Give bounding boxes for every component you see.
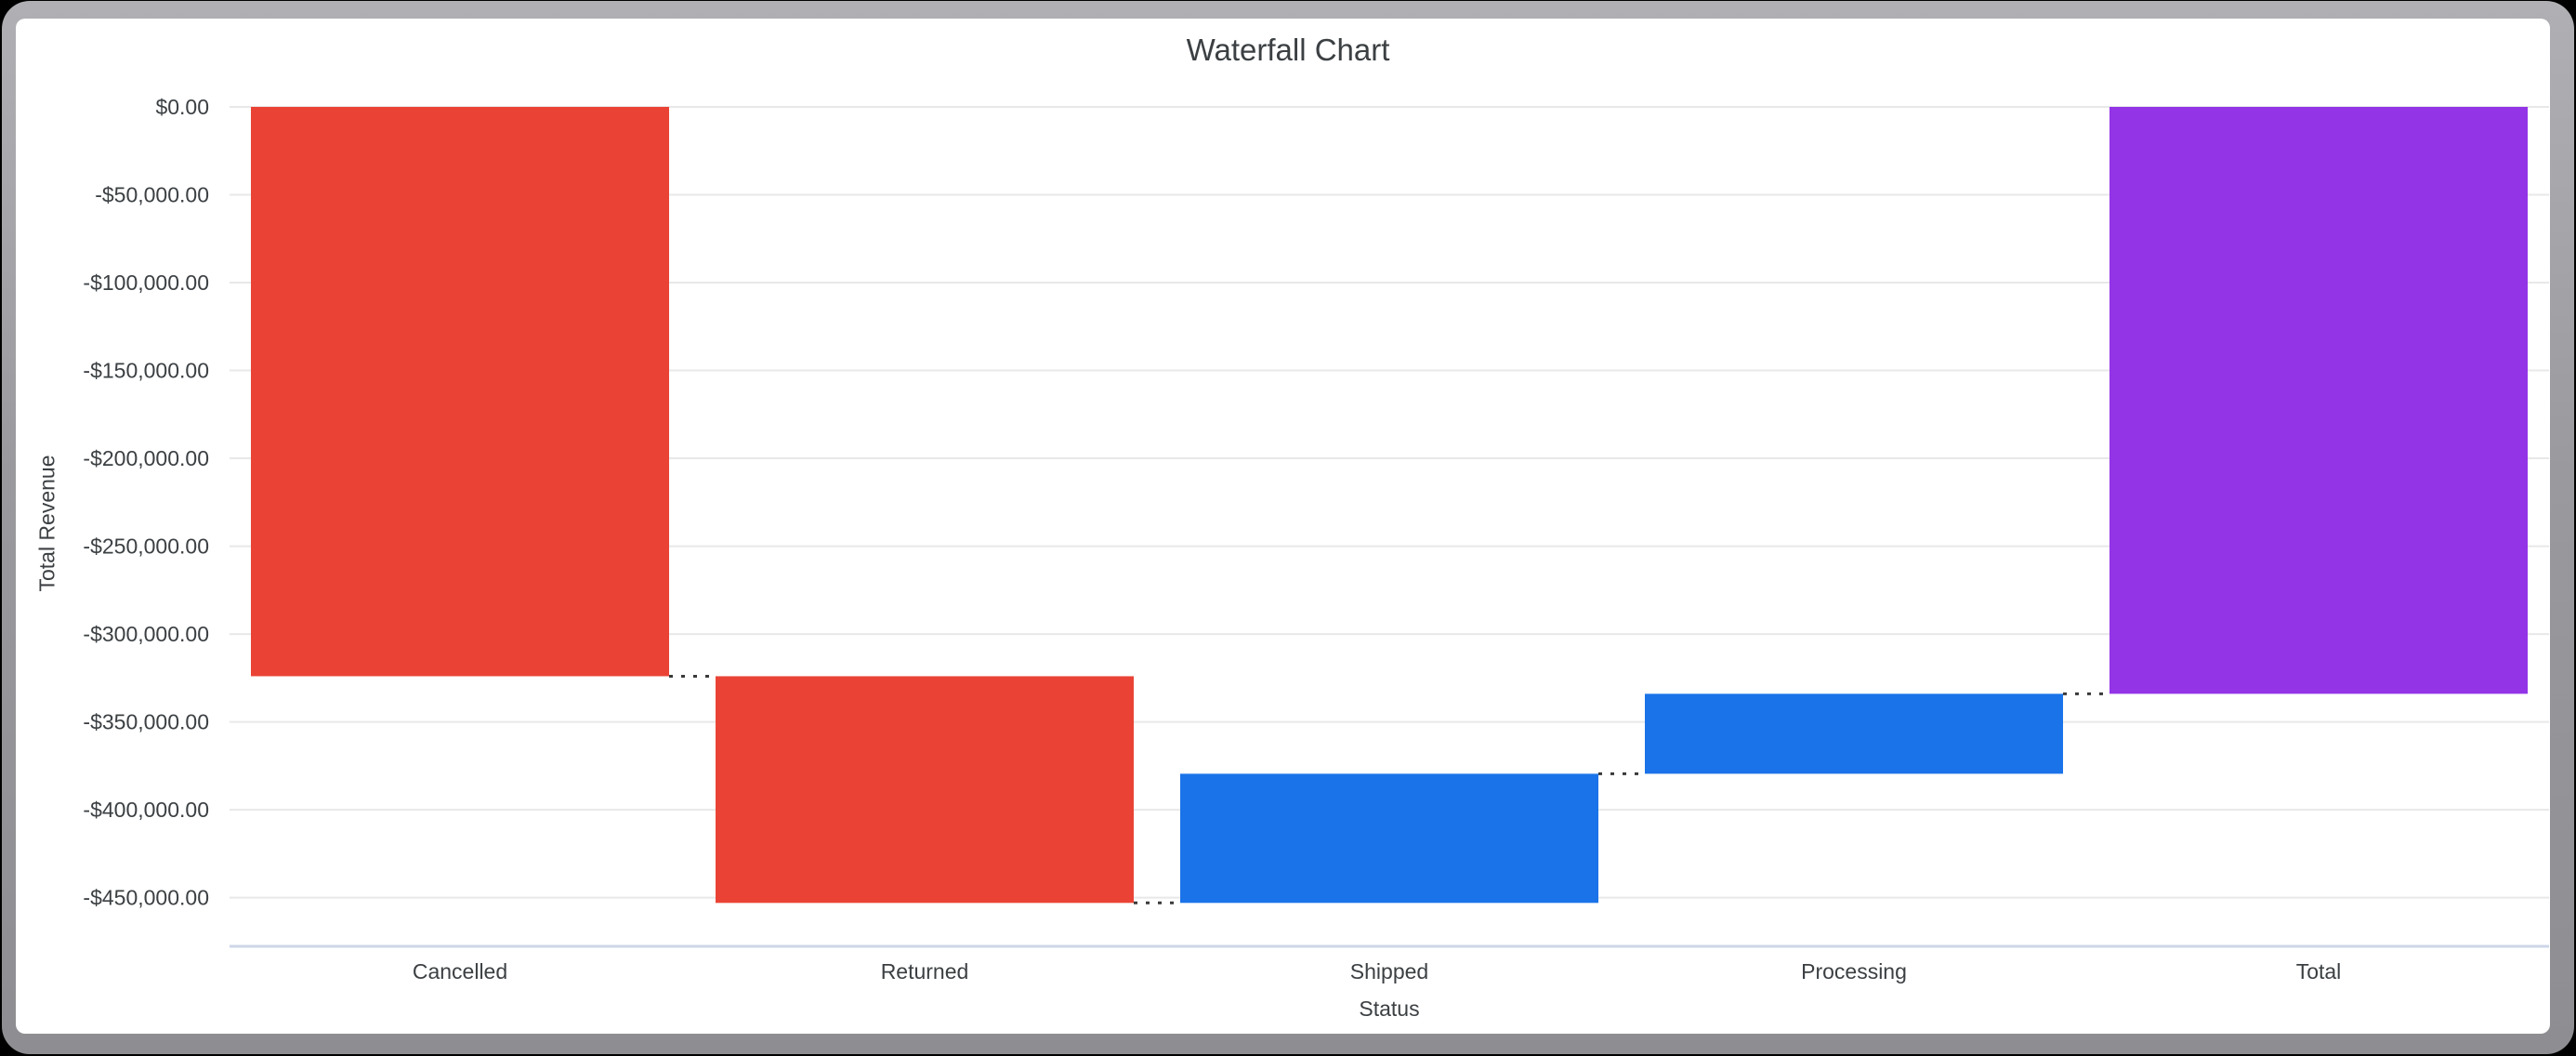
x-category-label: Returned (881, 959, 969, 983)
y-tick-label: -$50,000.00 (95, 183, 209, 207)
y-tick-label: -$150,000.00 (83, 359, 209, 383)
y-tick-label: -$350,000.00 (83, 710, 209, 734)
y-axis-title: Total Revenue (34, 455, 59, 592)
bar-total[interactable] (2109, 107, 2528, 694)
y-tick-label: -$250,000.00 (83, 535, 209, 559)
x-category-label: Processing (1801, 959, 1907, 983)
y-tick-label: -$400,000.00 (83, 798, 209, 822)
bar-cancelled[interactable] (251, 107, 669, 677)
y-tick-label: -$100,000.00 (83, 271, 209, 295)
bar-processing[interactable] (1645, 693, 2063, 774)
y-tick-label: -$300,000.00 (83, 622, 209, 646)
x-category-label: Shipped (1350, 959, 1428, 983)
x-category-label: Total (2296, 959, 2342, 983)
x-axis-title: Status (1359, 997, 1420, 1021)
bar-returned[interactable] (716, 676, 1134, 904)
chart-title: Waterfall Chart (1186, 33, 1390, 67)
y-tick-label: -$450,000.00 (83, 886, 209, 910)
x-category-label: Cancelled (413, 959, 507, 983)
y-tick-label: $0.00 (155, 95, 209, 119)
bar-shipped[interactable] (1180, 773, 1598, 904)
y-tick-label: -$200,000.00 (83, 446, 209, 470)
